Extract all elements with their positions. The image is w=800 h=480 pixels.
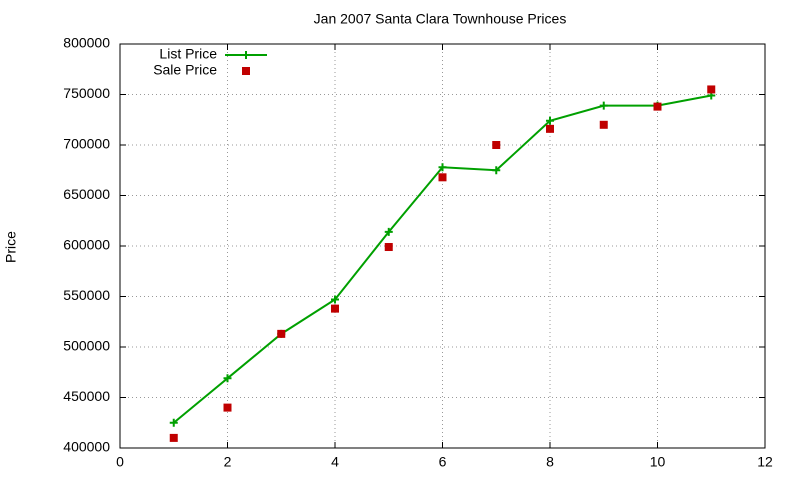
legend-label: Sale Price <box>153 62 217 78</box>
y-axis-label: Price <box>3 231 19 263</box>
legend-marker <box>242 67 250 75</box>
y-tick-label: 600000 <box>63 237 110 253</box>
marker-square <box>277 329 286 338</box>
marker-plus <box>599 101 608 110</box>
x-tick-label: 10 <box>650 454 666 470</box>
marker-square <box>438 173 447 182</box>
marker-square <box>169 433 178 442</box>
y-tick-label: 450000 <box>63 388 110 404</box>
x-tick-label: 2 <box>224 454 232 470</box>
marker-plus <box>331 295 339 304</box>
x-tick-label: 6 <box>439 454 447 470</box>
marker-plus <box>438 163 447 172</box>
y-tick-label: 500000 <box>63 338 110 354</box>
chart-title: Jan 2007 Santa Clara Townhouse Prices <box>314 11 567 27</box>
x-tick-label: 12 <box>757 454 773 470</box>
marker-plus <box>492 166 501 175</box>
marker-plus <box>384 227 393 236</box>
plot-frame <box>119 43 766 449</box>
marker-square <box>223 403 232 412</box>
y-tick-label: 750000 <box>63 85 110 101</box>
y-tick-label: 400000 <box>63 439 110 455</box>
marker-square <box>599 120 608 129</box>
marker-square <box>384 243 393 252</box>
marker-square <box>546 124 554 133</box>
x-tick-label: 0 <box>116 454 124 470</box>
y-tick-label: 650000 <box>63 186 110 202</box>
y-tick-label: 700000 <box>63 136 110 152</box>
marker-plus <box>169 418 178 427</box>
marker-square <box>331 304 339 313</box>
marker-plus <box>223 374 232 383</box>
legend-marker <box>242 51 250 59</box>
marker-plus <box>546 116 554 125</box>
x-tick-label: 8 <box>546 454 554 470</box>
marker-square <box>707 85 716 94</box>
y-tick-label: 550000 <box>63 287 110 303</box>
marker-square <box>492 141 501 149</box>
legend-label: List Price <box>159 46 217 62</box>
y-tick-label: 800000 <box>63 35 110 51</box>
x-tick-label: 4 <box>331 454 339 470</box>
marker-square <box>653 102 662 111</box>
